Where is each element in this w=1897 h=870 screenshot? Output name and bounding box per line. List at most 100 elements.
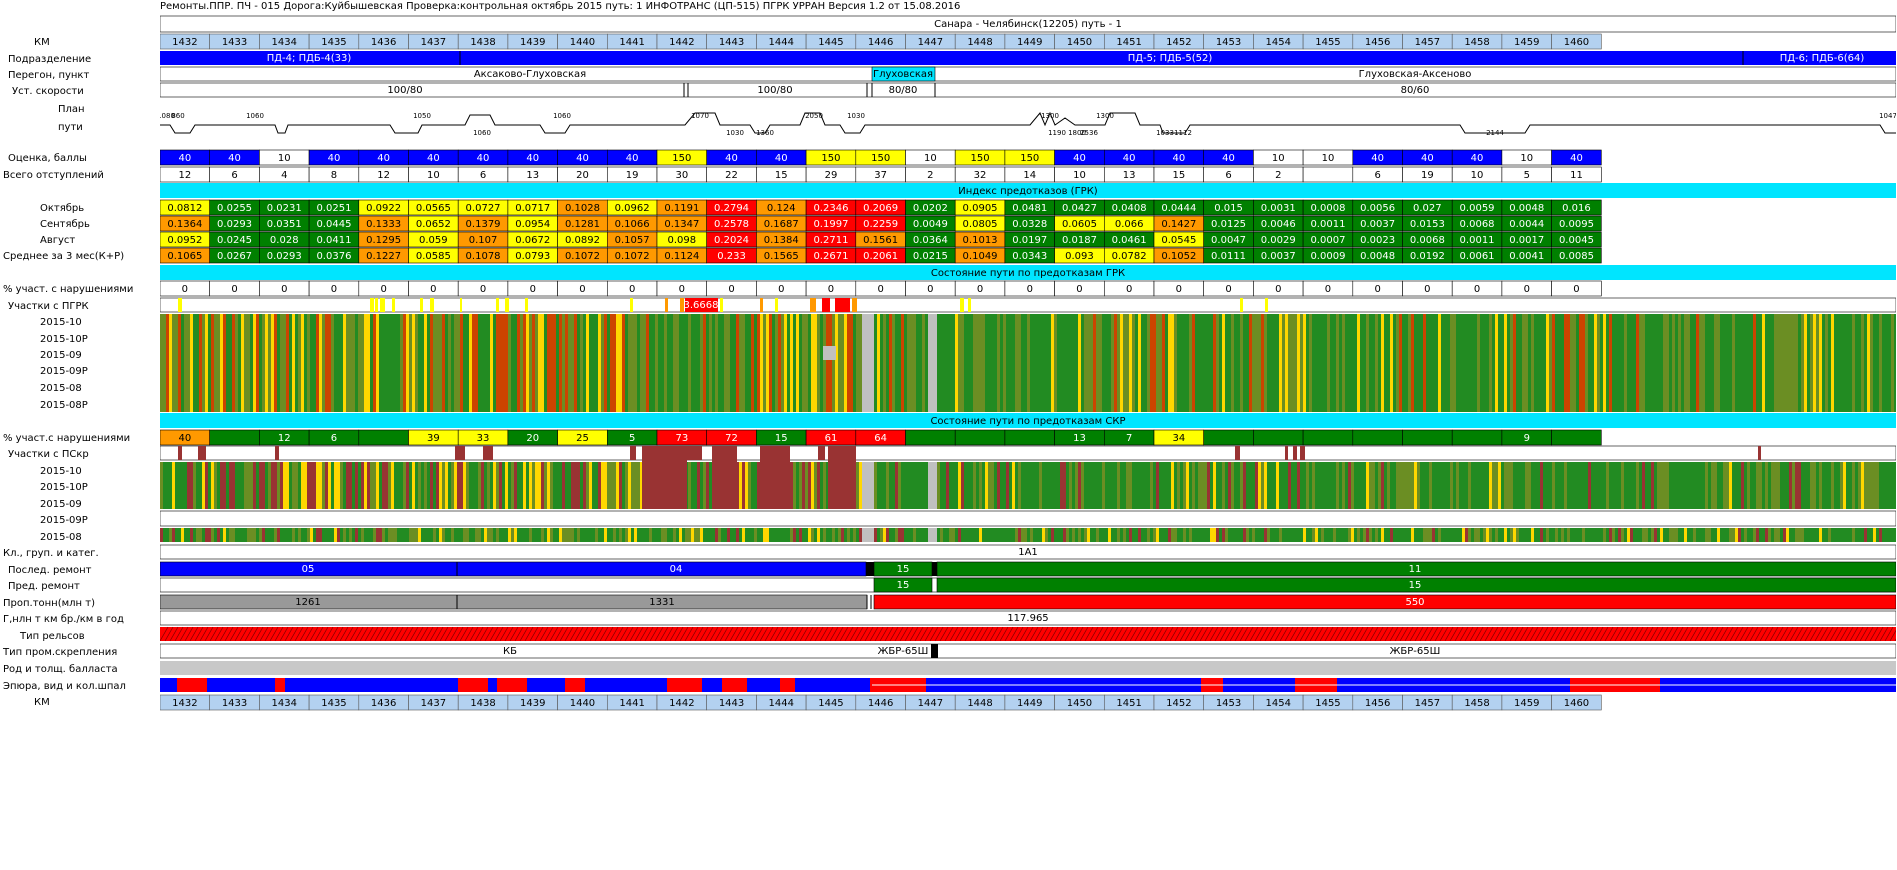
skr-heatmap-stripe-2	[1663, 528, 1666, 542]
grk-heatmap-stripe	[628, 314, 631, 412]
grk-heatmap-stripe	[562, 314, 565, 412]
skr-heatmap-stripe	[1069, 462, 1072, 509]
rails-hatch	[659, 626, 669, 642]
pct-skr-cell	[358, 429, 409, 446]
skr-heatmap-stripe-2	[1318, 528, 1321, 542]
grk-heatmap-stripe	[1153, 314, 1156, 412]
skr-heatmap-stripe-2	[1132, 528, 1135, 542]
skr-heatmap-stripe	[580, 462, 583, 509]
skr-heatmap-stripe-2	[835, 528, 838, 542]
skr-heatmap-stripe-2	[616, 528, 619, 542]
skr-heatmap-stripe-2	[589, 528, 592, 542]
pgrk-segment	[370, 298, 374, 312]
skr-heatmap-stripe-2	[670, 528, 673, 542]
index-value-sep: 0.0954	[515, 219, 550, 230]
grk-heatmap-stripe	[1798, 314, 1801, 412]
skr-heatmap-stripe	[1087, 462, 1090, 509]
skr-heatmap-stripe-2	[1195, 528, 1198, 542]
rails-row	[160, 627, 1896, 641]
skr-heatmap-stripe	[1780, 462, 1783, 509]
pct-skr-value: 9	[1524, 433, 1530, 444]
speed-3: 80/80	[889, 85, 918, 96]
skr-heatmap-stripe	[1381, 462, 1384, 509]
grk-heatmap-stripe	[397, 314, 400, 412]
rails-hatch	[1704, 626, 1714, 642]
skr-heatmap-stripe-2	[205, 528, 208, 542]
skr-heatmap-stripe	[1804, 462, 1807, 509]
skr-heatmap-stripe-2	[1117, 528, 1120, 542]
grk-heatmap-stripe	[1828, 314, 1831, 412]
skr-heatmap-stripe	[280, 462, 283, 509]
index-value-aug: 0.0011	[1460, 235, 1495, 246]
skr-heatmap-stripe	[346, 462, 349, 509]
grk-heatmap-stripe	[526, 314, 529, 412]
skr-heatmap-stripe-2	[1447, 528, 1450, 542]
grk-heatmap-stripe	[1069, 314, 1072, 412]
skr-heatmap-stripe	[400, 462, 403, 509]
index-value-aug: 0.0461	[1112, 235, 1147, 246]
skr-heatmap-stripe-2	[526, 528, 529, 542]
grk-heatmap-stripe	[793, 314, 796, 412]
grk-heatmap-stripe	[1408, 314, 1411, 412]
skr-heatmap-stripe-2	[1336, 528, 1339, 542]
skr-heatmap-stripe-2	[382, 528, 385, 542]
skr-heatmap-stripe-2	[226, 528, 229, 542]
rails-hatch	[1089, 626, 1099, 642]
skr-heatmap-stripe	[1408, 462, 1411, 509]
speed-4: 80/60	[1401, 85, 1430, 96]
skr-heatmap-stripe	[1627, 462, 1630, 509]
skr-heatmap-stripe-2	[985, 528, 988, 542]
grk-heatmap-stripe	[724, 314, 727, 412]
grk-heatmap-stripe	[949, 314, 952, 412]
grk-heatmap-stripe	[352, 314, 355, 412]
label-km: КМ	[34, 37, 50, 48]
skr-heatmap-stripe	[1075, 462, 1078, 509]
skr-heatmap-stripe-2	[832, 528, 835, 542]
epura-red-segment	[177, 678, 207, 692]
skr-heatmap-stripe-2	[580, 528, 583, 542]
skr-heatmap-stripe	[1762, 462, 1765, 509]
skr-heatmap-stripe	[1225, 462, 1228, 509]
skr-heatmap-stripe-2	[715, 528, 718, 542]
rails-hatch	[554, 626, 564, 642]
grk-heatmap-stripe	[1456, 314, 1459, 412]
skr-heatmap-stripe-2	[295, 528, 298, 542]
index-value-oct: 0.0962	[615, 203, 650, 214]
rails-hatch	[704, 626, 714, 642]
skr-heatmap-stripe	[601, 462, 604, 509]
skr-heatmap-stripe-2	[385, 528, 388, 542]
skr-heatmap-stripe-2	[1093, 528, 1096, 542]
rails-hatch	[1584, 626, 1594, 642]
epura-red-segment	[667, 678, 702, 692]
skr-heatmap-stripe-2	[1237, 528, 1240, 542]
skr-heatmap-stripe-2	[451, 528, 454, 542]
skr-heatmap-stripe	[925, 462, 928, 509]
skr-heatmap-stripe	[598, 462, 601, 509]
skr-heatmap-stripe-2	[1801, 528, 1804, 542]
skr-heatmap-stripe-2	[163, 528, 166, 542]
skr-heatmap-stripe	[1387, 462, 1390, 509]
plan-radius-label: 1080	[160, 112, 175, 120]
rails-hatch	[1819, 626, 1829, 642]
index-value-avg: 0.0085	[1559, 251, 1594, 262]
skr-heatmap-stripe	[1351, 462, 1354, 509]
skr-heatmap-stripe-2	[811, 528, 814, 542]
km-top-label: 1439	[520, 37, 545, 48]
rails-hatch	[1239, 626, 1249, 642]
pgrk-segment	[760, 298, 763, 312]
skr-heatmap-stripe	[1249, 462, 1252, 509]
index-value-oct: 0.0408	[1112, 203, 1147, 214]
grk-heatmap-stripe	[1345, 314, 1348, 412]
rails-hatch	[1484, 626, 1494, 642]
skr-heatmap-stripe-2	[259, 528, 262, 542]
plan-radius-label: 1033	[1156, 129, 1174, 137]
grk-heatmap-stripe	[598, 314, 601, 412]
skr-heatmap-stripe-2	[1021, 528, 1024, 542]
grk-heatmap-stripe	[1525, 314, 1528, 412]
rails-hatch	[1759, 626, 1769, 642]
skr-heatmap-stripe-2	[1783, 528, 1786, 542]
skr-heatmap-stripe-2	[1147, 528, 1150, 542]
haul-2: Глуховская	[873, 69, 933, 80]
rails-hatch	[1684, 626, 1694, 642]
rails-hatch	[649, 626, 659, 642]
